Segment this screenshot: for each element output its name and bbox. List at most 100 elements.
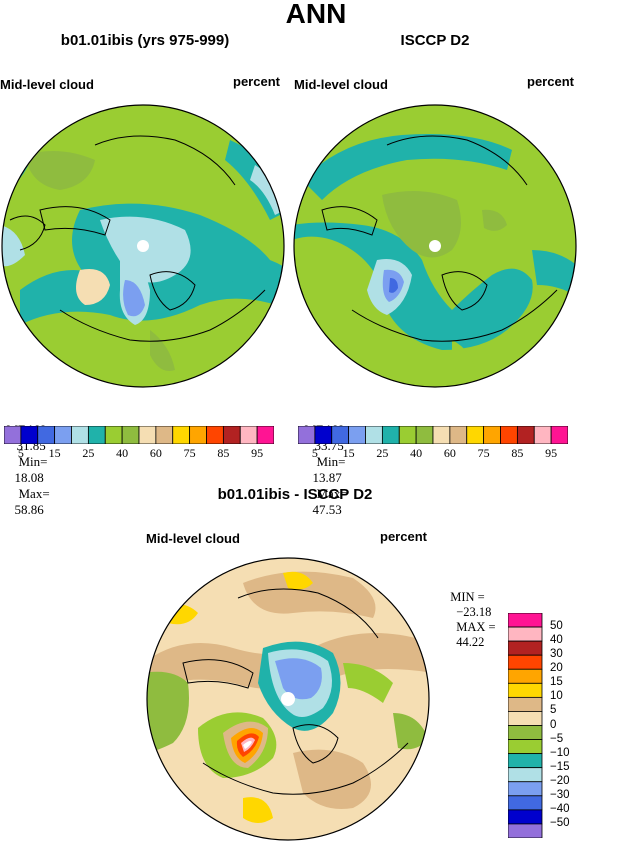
colorbar-box: [222, 426, 241, 444]
colorbar-box: [508, 613, 543, 628]
colorbar-tick-label: 95: [251, 446, 264, 460]
colorbar-tick-label: 5: [550, 704, 557, 717]
colorbar-tick-label: 30: [550, 648, 563, 661]
panel3-units: percent: [380, 529, 427, 544]
panel2-units: percent: [527, 74, 574, 89]
colorbar-tick-label: 40: [410, 446, 423, 460]
colorbar-box: [398, 426, 417, 444]
colorbar-tick-label: −10: [550, 746, 570, 759]
colorbar-box: [314, 426, 333, 444]
colorbar-box: [508, 725, 543, 740]
panel3-min-label: MIN =: [450, 590, 485, 604]
colorbar-tick-label: 40: [550, 634, 563, 647]
panel1-max-label: Max=: [18, 486, 50, 501]
colorbar-box: [189, 426, 207, 444]
colorbar-box: [4, 426, 22, 444]
colorbar-box: [508, 640, 543, 656]
colorbar-tick-label: 15: [550, 676, 563, 689]
colorbar-tick-label: 10: [550, 690, 563, 703]
panel2-title: ISCCP D2: [400, 32, 470, 49]
colorbar-tick-label: −40: [550, 802, 570, 815]
colorbar-tick-label: 15: [342, 446, 355, 460]
page-title: ANN: [285, 0, 347, 29]
colorbar-tick-label: 85: [217, 446, 230, 460]
panel2-colorbar-ticks: 5 15 25 40 60 75 85 95: [0, 446, 632, 462]
colorbar-box: [508, 668, 543, 684]
panel2-min-label: Min=: [316, 454, 346, 469]
panel3-min-value: −23.18: [456, 605, 492, 619]
colorbar-box: [432, 426, 451, 444]
colorbar-tick-label: 25: [82, 446, 95, 460]
colorbar-tick-label: −5: [550, 732, 564, 745]
colorbar-tick-label: 75: [183, 446, 196, 460]
colorbar-box: [508, 781, 543, 797]
colorbar-tick-label: 60: [149, 446, 162, 460]
colorbar-tick-label: −15: [550, 760, 570, 773]
panel2-colorbar: [298, 426, 568, 444]
colorbar-box: [508, 809, 543, 825]
colorbar-box: [508, 767, 543, 783]
colorbar-tick-label: 40: [116, 446, 129, 460]
colorbar-box: [508, 626, 543, 642]
colorbar-box: [71, 426, 89, 444]
colorbar-box: [256, 426, 274, 444]
colorbar-tick-label: 0: [550, 718, 557, 731]
colorbar-box: [466, 426, 485, 444]
panel3-max-value: 44.22: [456, 635, 485, 649]
panel1-map: [1, 104, 285, 388]
panel3-variable: Mid-level cloud: [146, 531, 240, 546]
colorbar-tick-label: 25: [376, 446, 389, 460]
panel2-min-value: 13.87: [312, 470, 342, 485]
colorbar-box: [239, 426, 258, 444]
colorbar-box: [516, 426, 535, 444]
colorbar-box: [508, 696, 543, 712]
colorbar-box: [365, 426, 383, 444]
colorbar-box: [508, 823, 543, 838]
colorbar-box: [87, 426, 106, 444]
colorbar-box: [508, 711, 543, 726]
panel1-units: percent: [233, 74, 280, 89]
colorbar-box: [37, 426, 56, 444]
colorbar-tick-label: 5: [17, 446, 24, 460]
panel3-map: [146, 557, 430, 841]
panel2-max-value: 47.53: [312, 502, 342, 517]
panel1-colorbar-ticks: 5 15 25 40 60 75 85 95: [0, 446, 290, 462]
panel2-map: [293, 104, 577, 388]
colorbar-box: [172, 426, 191, 444]
colorbar-tick-label: −20: [550, 774, 570, 787]
colorbar-box: [331, 426, 350, 444]
colorbar-box: [533, 426, 552, 444]
colorbar-box: [206, 426, 224, 444]
colorbar-box: [121, 426, 140, 444]
colorbar-tick-label: 5: [311, 446, 318, 460]
colorbar-box: [508, 739, 543, 755]
panel1-min-label: Min=: [18, 454, 48, 469]
colorbar-box: [298, 426, 316, 444]
colorbar-box: [104, 426, 123, 444]
panel1-colorbar: [4, 426, 274, 444]
colorbar-box: [483, 426, 501, 444]
colorbar-tick-label: 60: [443, 446, 456, 460]
panel1-max-value: 58.86: [14, 502, 44, 517]
colorbar-tick-label: −30: [550, 788, 570, 801]
colorbar-box: [508, 682, 543, 698]
colorbar-box: [508, 795, 543, 811]
panel2-variable: Mid-level cloud: [294, 77, 388, 92]
panel3-colorbar: [508, 613, 543, 838]
panel1-title: b01.01ibis (yrs 975-999): [60, 32, 230, 49]
colorbar-box: [20, 426, 39, 444]
colorbar-box: [500, 426, 518, 444]
colorbar-tick-label: 95: [545, 446, 558, 460]
colorbar-box: [54, 426, 72, 444]
colorbar-tick-label: 75: [477, 446, 490, 460]
panel3-colorbar-ticks: 50 40 30 20 15 10 5 0 −5 −10 −15 −20 −30 −40 −50: [550, 613, 610, 843]
colorbar-box: [155, 426, 174, 444]
colorbar-box: [508, 654, 543, 670]
colorbar-box: [449, 426, 468, 444]
panel3-title: b01.01ibis - ISCCP D2: [217, 486, 373, 503]
colorbar-box: [138, 426, 157, 444]
colorbar-box: [415, 426, 434, 444]
panel1-variable: Mid-level cloud: [0, 77, 94, 92]
panel3-max-label: MAX =: [456, 620, 496, 634]
colorbar-box: [381, 426, 400, 444]
